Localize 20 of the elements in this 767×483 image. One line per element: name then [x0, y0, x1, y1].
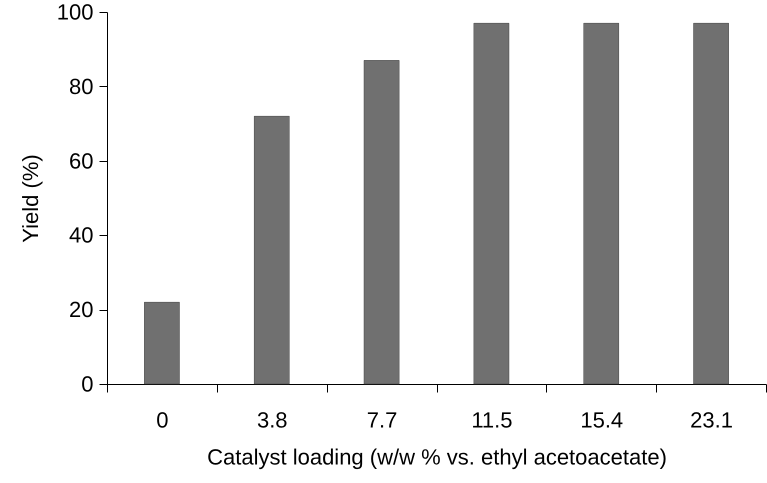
y-tick-label: 100: [56, 0, 94, 24]
x-axis-title: Catalyst loading (w/w % vs. ethyl acetoacetate): [207, 444, 667, 470]
x-tick-label: 11.5: [471, 408, 513, 432]
x-tick-label: 3.8: [256, 408, 288, 432]
x-tick-label: 0: [156, 408, 169, 432]
y-tick-label: 60: [69, 148, 94, 174]
bar: [254, 116, 290, 384]
bar: [693, 22, 729, 384]
bar: [144, 302, 180, 384]
x-tick-label: 7.7: [366, 408, 398, 432]
bar: [583, 22, 620, 384]
y-tick-label: 40: [69, 222, 94, 248]
x-tick-label: 23.1: [690, 408, 733, 432]
y-axis-title: Yield (%): [18, 154, 43, 243]
bar: [474, 22, 510, 384]
y-tick-label: 80: [69, 74, 94, 99]
y-tick-label: 0: [81, 372, 94, 396]
y-tick-label: 20: [69, 297, 94, 322]
bar: [364, 60, 400, 384]
x-tick-label: 15.4: [580, 408, 624, 432]
